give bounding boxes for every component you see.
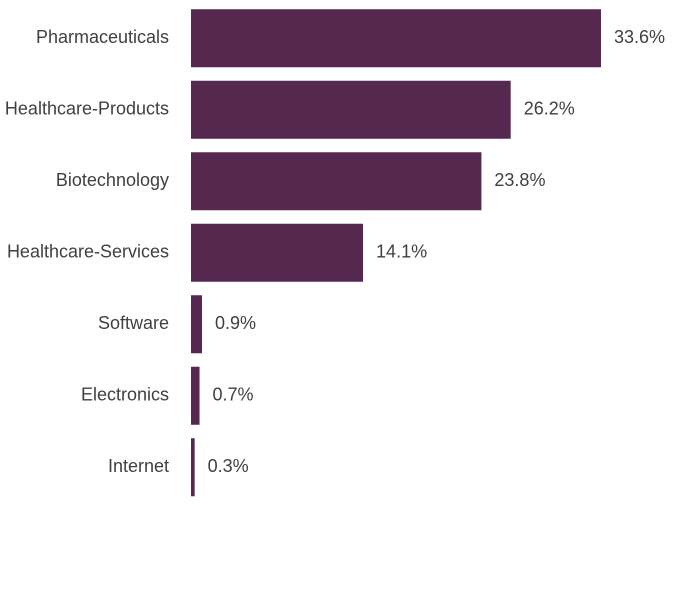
value-label: 0.7%: [213, 385, 254, 405]
bar: [191, 438, 195, 497]
y-tick-label: Software: [98, 313, 169, 333]
bar: [191, 366, 200, 425]
value-label: 14.1%: [376, 242, 427, 262]
y-tick-label: Healthcare-Services: [7, 242, 169, 262]
y-tick-label: Electronics: [81, 385, 169, 405]
value-label: 33.6%: [614, 27, 665, 47]
y-tick-label: Pharmaceuticals: [36, 27, 169, 47]
y-tick-label: Healthcare-Products: [5, 99, 169, 119]
bar: [191, 152, 482, 211]
value-label: 26.2%: [524, 99, 575, 119]
bar: [191, 223, 364, 282]
y-tick-label: Biotechnology: [56, 170, 169, 190]
value-label: 0.9%: [215, 313, 256, 333]
y-tick-label: Internet: [108, 456, 169, 476]
bar: [191, 80, 511, 139]
value-label: 23.8%: [494, 170, 545, 190]
value-label: 0.3%: [208, 456, 249, 476]
bar: [191, 9, 601, 68]
bar: [191, 295, 202, 354]
